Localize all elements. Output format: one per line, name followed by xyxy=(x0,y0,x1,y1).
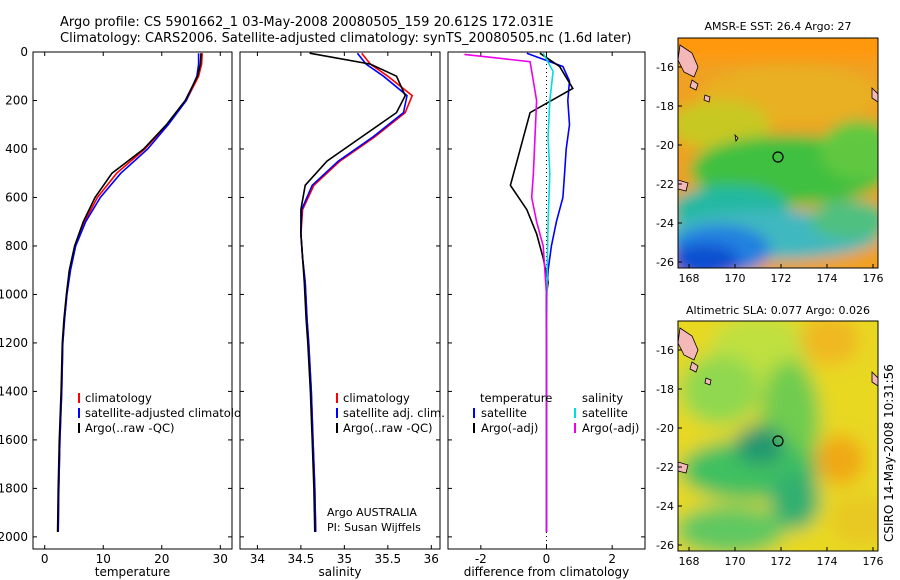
salinity-axes-frame xyxy=(239,51,441,550)
sla-map-title: Altimetric SLA: 0.077 Argo: 0.026 xyxy=(686,304,870,317)
legend-label: satellite adj. clim. xyxy=(343,406,445,420)
argo-agency-label: Argo AUSTRALIA xyxy=(327,506,417,519)
temperature-x-axis-label: temperature xyxy=(95,565,170,579)
latitude-tick-label: -20 xyxy=(656,422,674,435)
difference-x-axis-label: difference from climatology xyxy=(464,565,630,579)
longitude-tick-label: 176 xyxy=(863,272,884,285)
latitude-tick-label: -22 xyxy=(656,178,674,191)
legend-label: Argo(-adj) xyxy=(582,421,639,435)
longitude-tick-label: 170 xyxy=(725,555,746,568)
depth-tick-label: 1200 xyxy=(0,336,28,350)
sla-map: Altimetric SLA: 0.077 Argo: 0.026 xyxy=(656,304,883,568)
sst-field xyxy=(678,38,878,268)
legend-label: Argo(..raw -QC) xyxy=(85,421,175,435)
longitude-tick-label: 170 xyxy=(725,272,746,285)
latitude-tick-label: -24 xyxy=(656,217,674,230)
latitude-tick-label: -18 xyxy=(656,100,674,113)
temperature-axes-frame xyxy=(32,51,233,550)
latitude-tick-label: -26 xyxy=(656,539,674,552)
longitude-tick-label: 176 xyxy=(863,555,884,568)
sla-argo-float-marker xyxy=(772,435,784,447)
depth-tick-label: 600 xyxy=(5,190,28,204)
depth-tick-label: 0 xyxy=(20,45,28,59)
salinity-x-tick-label: 35.5 xyxy=(374,552,401,566)
sst-map-axes: 168 170 172 174 176 -16 -18 -20 -22 -24 -26 xyxy=(656,61,883,285)
salinity-x-axis-label: salinity xyxy=(318,565,361,579)
series-line-argo-raw-qc- xyxy=(56,53,202,533)
difference-x-tick-label: 2 xyxy=(608,552,616,566)
difference-x-tick-label: -2 xyxy=(475,552,487,566)
depth-tick-label: 1000 xyxy=(0,287,28,301)
salinity-profile-panel: 34 34.5 35 35.5 36 salinity climatologysatelli… xyxy=(239,51,445,579)
latitude-tick-label: -16 xyxy=(656,61,674,74)
series-line-argo-raw-qc- xyxy=(300,52,407,533)
latitude-tick-label: -22 xyxy=(656,461,674,474)
salinity-x-tick-label: 34 xyxy=(250,552,265,566)
latitude-tick-label: -20 xyxy=(656,139,674,152)
depth-tick-label: 800 xyxy=(5,239,28,253)
sst-map: AMSR-E SST: 26.4 Argo: 27 xyxy=(656,20,883,285)
sst-map-title: AMSR-E SST: 26.4 Argo: 27 xyxy=(704,20,851,33)
temperature-x-tick-label: 30 xyxy=(213,552,228,566)
latitude-tick-label: -24 xyxy=(656,500,674,513)
temperature-x-tick-label: 0 xyxy=(41,552,49,566)
pi-name-label: PI: Susan Wijffels xyxy=(327,521,421,534)
difference-x-tick-label: 0 xyxy=(543,552,551,566)
latitude-tick-label: -16 xyxy=(656,344,674,357)
salinity-x-tick-label: 35 xyxy=(337,552,352,566)
sst-map-frame xyxy=(677,37,879,269)
depth-tick-label: 200 xyxy=(5,93,28,107)
legend-label: Argo(..raw -QC) xyxy=(343,421,433,435)
temperature-x-tick-label: 20 xyxy=(154,552,169,566)
salinity-x-tick-label: 34.5 xyxy=(288,552,315,566)
legend-label: satellite xyxy=(481,406,527,420)
sla-map-frame xyxy=(677,320,879,552)
legend-label: Argo(-adj) xyxy=(481,421,538,435)
longitude-tick-label: 168 xyxy=(679,272,700,285)
legend-label: climatology xyxy=(85,391,152,405)
latitude-tick-label: -18 xyxy=(656,383,674,396)
figure-title-line2: Climatology: CARS2006. Satellite-adjuste… xyxy=(60,31,632,46)
depth-tick-label: 1600 xyxy=(0,433,28,447)
longitude-tick-label: 174 xyxy=(817,555,838,568)
depth-tick-label: 1800 xyxy=(0,481,28,495)
series-line-salinity-argo-adj- xyxy=(464,53,548,532)
longitude-tick-label: 172 xyxy=(771,272,792,285)
sla-field xyxy=(678,321,878,551)
latitude-tick-label: -26 xyxy=(656,256,674,269)
legend-heading: temperature xyxy=(480,391,552,405)
temperature-x-tick-label: 10 xyxy=(96,552,111,566)
plot-timestamp: CSIRO 14-May-2008 10:31:56 xyxy=(882,364,896,542)
depth-tick-label: 2000 xyxy=(0,530,28,544)
temperature-profile-panel: 0 200 400 600 800 1000 1200 1400 1600 1800 2000 0 10… xyxy=(0,45,255,579)
legend-label: satellite xyxy=(582,406,628,420)
legend-label: satellite-adjusted climatology xyxy=(85,406,255,420)
sla-map-axes: 168 170 172 174 176 -16 -18 -20 -22 -24 -26 xyxy=(656,344,883,568)
longitude-tick-label: 174 xyxy=(817,272,838,285)
longitude-tick-label: 172 xyxy=(771,555,792,568)
sst-argo-float-marker xyxy=(772,151,784,163)
longitude-tick-label: 168 xyxy=(679,555,700,568)
depth-tick-label: 400 xyxy=(5,142,28,156)
figure-title-line1: Argo profile: CS 5901662_1 03-May-2008 2… xyxy=(60,15,553,30)
salinity-x-tick-label: 36 xyxy=(424,552,439,566)
legend-heading: salinity xyxy=(582,391,623,405)
depth-tick-label: 1400 xyxy=(0,384,28,398)
legend-label: climatology xyxy=(343,391,410,405)
